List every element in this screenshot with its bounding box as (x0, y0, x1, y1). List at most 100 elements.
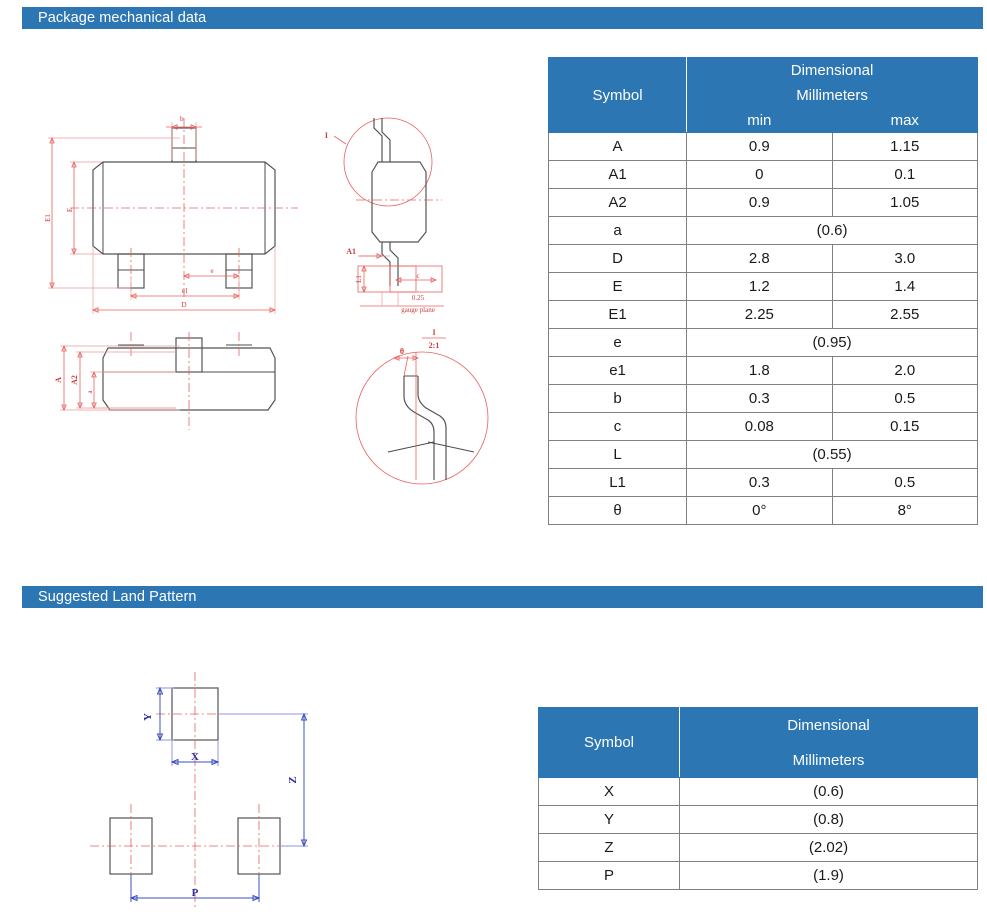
cell-min: 1.8 (686, 356, 833, 385)
cell-min: 0° (686, 496, 833, 525)
cell-symbol: L (547, 440, 688, 469)
cell-max: 2.0 (831, 356, 979, 385)
cell-min: 2.25 (686, 300, 833, 329)
svg-text:A1: A1 (346, 247, 356, 256)
cell-value: (0.55) (686, 440, 978, 469)
table-row: θ 0° 8° (547, 496, 979, 525)
cell-symbol: b (547, 384, 688, 413)
svg-text:I: I (325, 131, 328, 140)
svg-text:gauge plane: gauge plane (401, 306, 435, 314)
cell-symbol: P (538, 861, 680, 890)
cell-symbol: E1 (547, 300, 688, 329)
cell-value: (0.8) (679, 805, 978, 834)
section-header-suggested-land-pattern: Suggested Land Pattern (22, 586, 983, 608)
table-row: b 0.3 0.5 (547, 384, 979, 413)
svg-text:A: A (54, 377, 63, 383)
table-row: L1 0.3 0.5 (547, 468, 979, 497)
cell-symbol: X (538, 777, 680, 806)
table-header-row: Symbol Dimensional (547, 57, 978, 133)
header-symbol: Symbol (538, 707, 680, 778)
table-row: P (1.9) (538, 861, 978, 890)
package-mechanical-drawing: b E1 E e e1 D A A2 a I (30, 100, 530, 500)
cell-symbol: e (547, 328, 688, 357)
svg-text:e: e (210, 267, 213, 275)
svg-text:b: b (180, 115, 184, 123)
cell-max: 1.05 (831, 188, 979, 217)
svg-text:θ: θ (400, 347, 404, 356)
svg-text:L1: L1 (355, 275, 363, 283)
table-row: L (0.55) (547, 440, 978, 469)
header-max: max (831, 107, 979, 133)
table-row: Y (0.8) (538, 805, 978, 834)
svg-text:Y: Y (142, 713, 154, 721)
svg-text:2:1: 2:1 (429, 341, 440, 350)
cell-value: (2.02) (679, 833, 978, 862)
cell-min: 0 (686, 160, 833, 189)
cell-min: 2.8 (686, 244, 833, 273)
cell-symbol: a (547, 216, 688, 245)
cell-symbol: E (547, 272, 688, 301)
table-row: A 0.9 1.15 (547, 132, 979, 161)
cell-symbol: Y (538, 805, 680, 834)
cell-symbol: A1 (547, 160, 688, 189)
cell-max: 1.15 (831, 132, 979, 161)
cell-max: 0.1 (831, 160, 979, 189)
cell-max: 1.4 (831, 272, 979, 301)
svg-text:A2: A2 (70, 375, 79, 385)
table-header-row: Millimeters (549, 82, 978, 108)
svg-text:Z: Z (287, 776, 299, 783)
cell-symbol: c (547, 412, 688, 441)
svg-text:D: D (181, 301, 186, 309)
table-row: A2 0.9 1.05 (547, 188, 979, 217)
table-header-row: Symbol Dimensional (538, 707, 978, 778)
cell-symbol: e1 (547, 356, 688, 385)
table-row: a (0.6) (547, 216, 978, 245)
svg-text:c: c (416, 272, 419, 280)
header-symbol: Symbol (547, 57, 688, 133)
svg-text:P: P (192, 887, 199, 899)
table-row: A1 0 0.1 (547, 160, 979, 189)
table-header-row: min max (549, 107, 979, 133)
cell-min: 0.3 (686, 384, 833, 413)
svg-text:E1: E1 (44, 214, 52, 222)
suggested-land-pattern-drawing: Y X Z P (60, 670, 380, 920)
cell-min: 0.3 (686, 468, 833, 497)
header-millimeters: Millimeters (686, 82, 978, 108)
svg-text:I: I (432, 328, 435, 337)
cell-value: (0.95) (686, 328, 978, 357)
cell-symbol: θ (547, 496, 688, 525)
package-mechanical-dimensions-table: Symbol Dimensional Millimeters min max A… (547, 57, 979, 525)
cell-min: 0.9 (686, 188, 833, 217)
svg-text:a: a (86, 390, 94, 394)
cell-max: 8° (831, 496, 979, 525)
cell-symbol: A (547, 132, 688, 161)
cell-value: (0.6) (686, 216, 978, 245)
cell-value: (1.9) (679, 861, 978, 890)
cell-symbol: Z (538, 833, 680, 862)
header-dimensional: Dimensional (686, 57, 978, 83)
table-header-row: Millimeters (539, 742, 978, 778)
svg-text:X: X (191, 751, 199, 763)
cell-max: 0.15 (831, 412, 979, 441)
cell-value: (0.6) (679, 777, 978, 806)
cell-min: 1.2 (686, 272, 833, 301)
table-row: c 0.08 0.15 (547, 412, 979, 441)
table-row: e1 1.8 2.0 (547, 356, 979, 385)
cell-symbol: A2 (547, 188, 688, 217)
cell-max: 0.5 (831, 384, 979, 413)
header-millimeters: Millimeters (679, 742, 978, 778)
svg-text:E: E (66, 208, 74, 212)
cell-symbol: D (547, 244, 688, 273)
header-min: min (686, 107, 833, 133)
cell-max: 0.5 (831, 468, 979, 497)
header-dimensional: Dimensional (679, 707, 978, 743)
svg-text:e1: e1 (182, 287, 189, 295)
cell-symbol: L1 (547, 468, 688, 497)
land-pattern-dimensions-table: Symbol Dimensional Millimeters X (0.6) Y (0… (538, 707, 978, 890)
table-row: D 2.8 3.0 (547, 244, 979, 273)
cell-max: 3.0 (831, 244, 979, 273)
table-row: X (0.6) (538, 777, 978, 806)
section-header-package-mechanical-data: Package mechanical data (22, 7, 983, 29)
cell-max: 2.55 (831, 300, 979, 329)
cell-min: 0.9 (686, 132, 833, 161)
